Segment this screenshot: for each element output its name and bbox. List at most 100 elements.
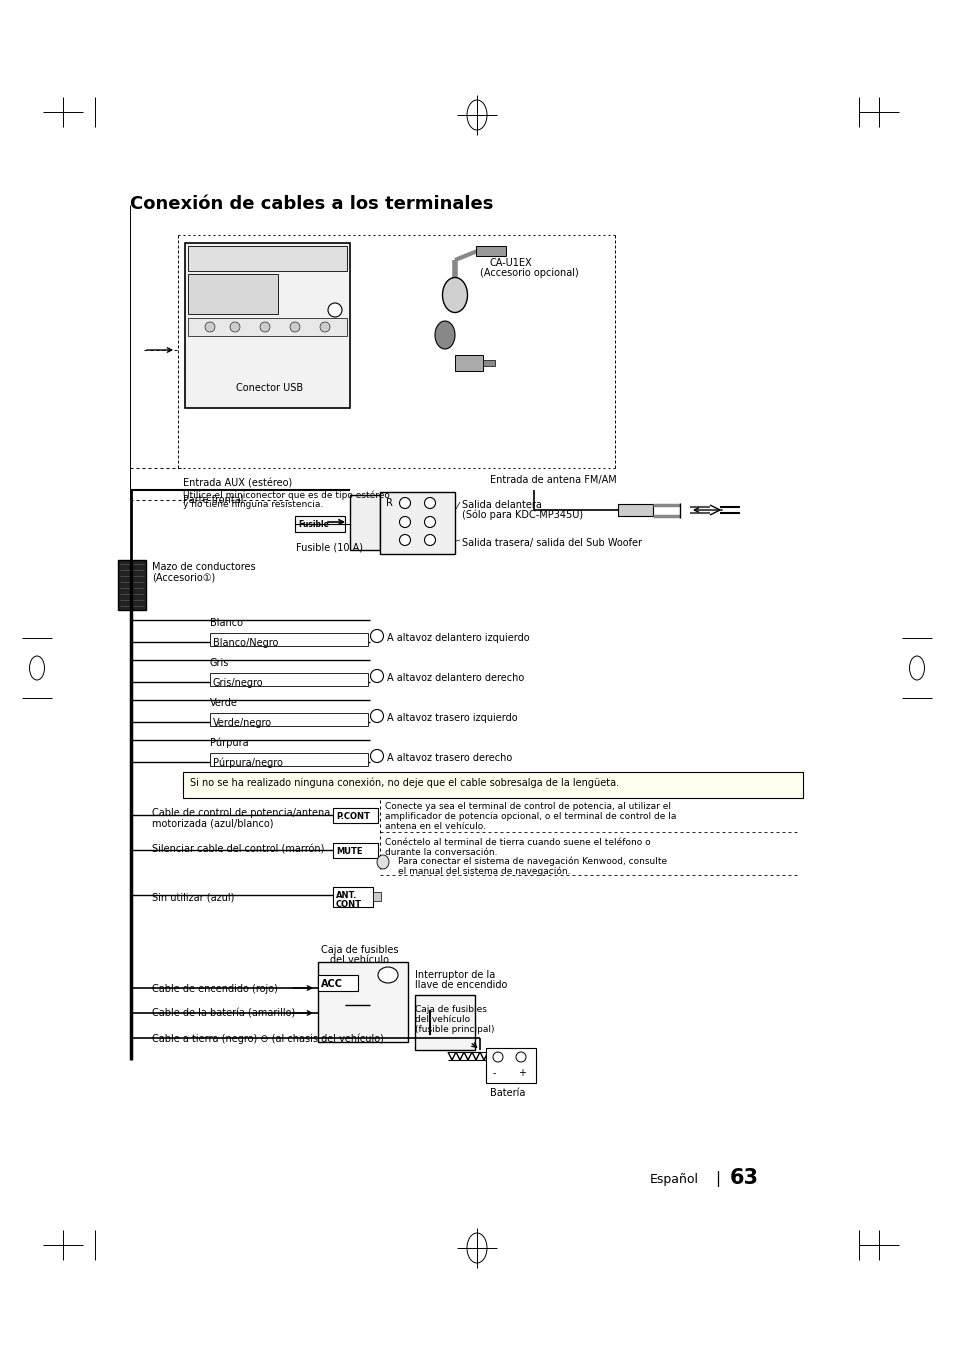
Text: Verde/negro: Verde/negro [213, 718, 272, 728]
Bar [485, 1048, 536, 1083]
Text: Utilice el miniconector que es de tipo estéreo: Utilice el miniconector que es de tipo e… [183, 490, 390, 500]
Bar [476, 246, 505, 256]
Text: Blanco/Negro: Blanco/Negro [213, 639, 278, 648]
Text: (Sólo para KDC-MP345U): (Sólo para KDC-MP345U) [461, 510, 582, 521]
Bar [185, 243, 350, 408]
Bar [188, 319, 347, 336]
Bar [294, 516, 345, 532]
Text: Para conectar el sistema de navegación Kenwood, consulte: Para conectar el sistema de navegación K… [397, 856, 666, 865]
Text: |: | [714, 1170, 720, 1187]
Text: Fusible (10 A): Fusible (10 A) [295, 541, 363, 552]
Text: +: + [373, 751, 378, 756]
Text: -: - [375, 676, 377, 686]
Text: ACC: ACC [320, 979, 343, 990]
Ellipse shape [205, 323, 214, 332]
Text: -: - [375, 756, 377, 765]
Text: Español: Español [649, 1173, 699, 1187]
Text: Parte frontal: Parte frontal [183, 495, 243, 505]
Text: Interruptor de la: Interruptor de la [415, 971, 495, 980]
Bar [333, 887, 373, 907]
Text: (fusible principal): (fusible principal) [415, 1025, 494, 1034]
Text: Conector USB: Conector USB [235, 383, 303, 393]
Text: antena en el vehículo.: antena en el vehículo. [385, 822, 485, 832]
Text: R: R [386, 498, 393, 508]
Text: Blanco: Blanco [210, 618, 243, 628]
Text: Caja de fusibles: Caja de fusibles [321, 945, 398, 954]
Ellipse shape [424, 535, 435, 545]
Bar [333, 809, 377, 824]
Text: el manual del sistema de navegación.: el manual del sistema de navegación. [397, 865, 570, 876]
Ellipse shape [370, 670, 383, 683]
Ellipse shape [370, 629, 383, 643]
Bar [379, 491, 455, 554]
Text: durante la conversación.: durante la conversación. [385, 848, 497, 857]
Bar [618, 504, 652, 516]
Text: (Accesorio①): (Accesorio①) [152, 572, 215, 582]
Text: llave de encendido: llave de encendido [415, 980, 507, 990]
Ellipse shape [370, 710, 383, 722]
Ellipse shape [399, 535, 410, 545]
Text: Salida delantera: Salida delantera [461, 500, 541, 510]
Ellipse shape [376, 855, 389, 869]
Text: Silenciar cable del control (marrón): Silenciar cable del control (marrón) [152, 845, 324, 855]
Ellipse shape [328, 302, 341, 317]
Bar [373, 892, 380, 900]
Text: (Accesorio opcional): (Accesorio opcional) [479, 269, 578, 278]
Text: Gris: Gris [210, 657, 229, 668]
Text: +: + [373, 630, 378, 636]
Text: Cable de la batería (amarillo): Cable de la batería (amarillo) [152, 1008, 294, 1019]
Text: Salida trasera/ salida del Sub Woofer: Salida trasera/ salida del Sub Woofer [461, 539, 641, 548]
Text: Batería: Batería [490, 1088, 525, 1098]
Text: Conexión de cables a los terminales: Conexión de cables a los terminales [130, 194, 493, 213]
Bar [210, 753, 368, 765]
Bar [210, 713, 368, 726]
Bar [317, 975, 357, 991]
Ellipse shape [435, 321, 455, 350]
Text: del vehículo: del vehículo [415, 1015, 470, 1025]
Text: Sin utilizar (azul): Sin utilizar (azul) [152, 892, 234, 903]
Bar [350, 495, 379, 549]
Ellipse shape [370, 749, 383, 763]
Bar [333, 842, 377, 859]
Ellipse shape [399, 517, 410, 528]
Ellipse shape [424, 498, 435, 509]
Bar [482, 360, 495, 366]
Text: Entrada de antena FM/AM: Entrada de antena FM/AM [490, 475, 616, 485]
Text: ANT.: ANT. [335, 891, 357, 900]
Text: A altavoz delantero derecho: A altavoz delantero derecho [387, 674, 524, 683]
Bar [210, 633, 368, 647]
Text: Cable de encendido (rojo): Cable de encendido (rojo) [152, 984, 277, 994]
Text: Mazo de conductores: Mazo de conductores [152, 562, 255, 572]
Bar [455, 355, 482, 371]
Ellipse shape [442, 278, 467, 312]
Text: Cable a tierra (negro) ⊖ (al chasis del vehículo): Cable a tierra (negro) ⊖ (al chasis del … [152, 1034, 383, 1045]
Text: Conecte ya sea el terminal de control de potencia, al utilizar el: Conecte ya sea el terminal de control de… [385, 802, 670, 811]
Text: Fusible: Fusible [297, 520, 329, 529]
Text: +: + [373, 710, 378, 716]
Bar [317, 963, 408, 1042]
Text: A altavoz trasero izquierdo: A altavoz trasero izquierdo [387, 713, 517, 724]
Text: A altavoz trasero derecho: A altavoz trasero derecho [387, 753, 512, 763]
Text: A altavoz delantero izquierdo: A altavoz delantero izquierdo [387, 633, 529, 643]
Text: y no tiene ninguna resistencia.: y no tiene ninguna resistencia. [183, 500, 323, 509]
Text: MUTE: MUTE [335, 846, 362, 856]
Ellipse shape [290, 323, 299, 332]
Text: Púrpura/negro: Púrpura/negro [213, 757, 283, 768]
Text: del vehículo: del vehículo [330, 954, 389, 965]
Text: 63: 63 [729, 1168, 759, 1188]
Text: +: + [517, 1068, 525, 1079]
Ellipse shape [377, 967, 397, 983]
Bar [188, 274, 277, 315]
Ellipse shape [424, 517, 435, 528]
Text: Conéctelo al terminal de tierra cuando suene el teléfono o: Conéctelo al terminal de tierra cuando s… [385, 838, 650, 846]
Text: P.CONT: P.CONT [335, 811, 370, 821]
Ellipse shape [399, 498, 410, 509]
Text: Cable de control de potencia/antena: Cable de control de potencia/antena [152, 809, 330, 818]
Bar [210, 674, 368, 686]
Text: amplificador de potencia opcional, o el terminal de control de la: amplificador de potencia opcional, o el … [385, 811, 676, 821]
Bar [118, 560, 146, 610]
Text: CONT: CONT [335, 900, 361, 909]
Bar [415, 995, 475, 1050]
Text: KENWOOD: KENWOOD [192, 252, 233, 258]
Text: motorizada (azul/blanco): motorizada (azul/blanco) [152, 818, 274, 828]
